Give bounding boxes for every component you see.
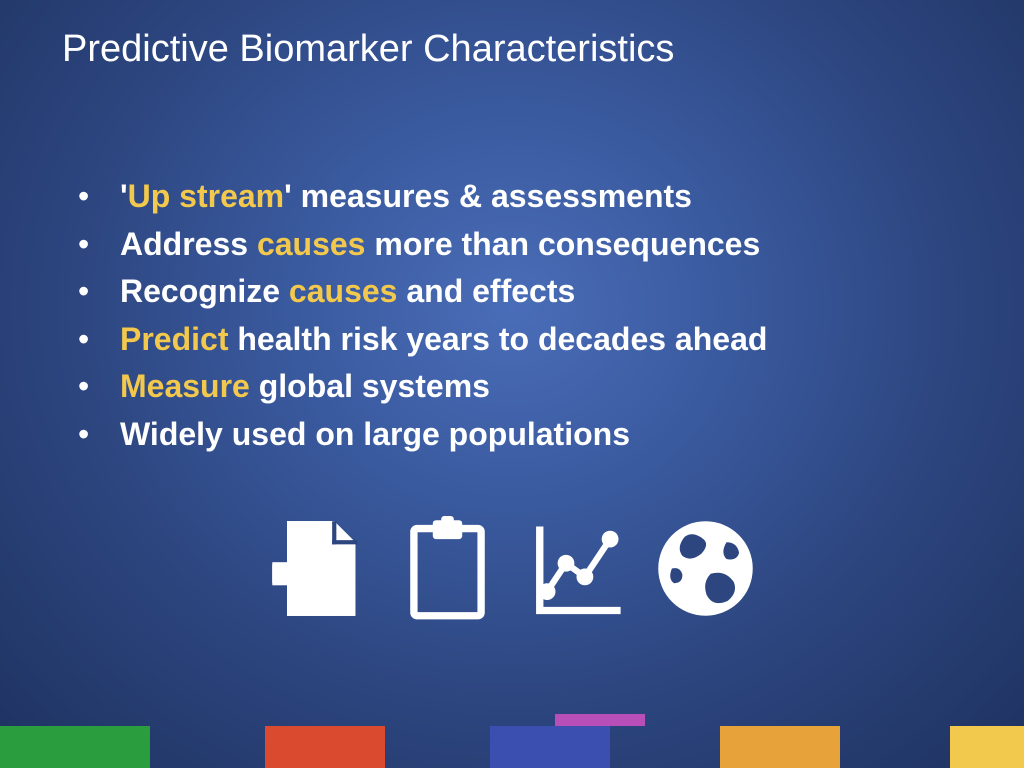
bullet-text: 'Up stream' measures & assessments — [120, 176, 692, 218]
icon-row — [0, 516, 1024, 621]
bullet-item: •Address causes more than consequences — [78, 224, 1024, 266]
footer-tab — [555, 714, 645, 726]
slide-title: Predictive Biomarker Characteristics — [0, 0, 1024, 71]
clipboard-icon — [395, 516, 500, 621]
bullet-item: •Measure global systems — [78, 366, 1024, 408]
bullet-list: •'Up stream' measures & assessments•Addr… — [0, 71, 1024, 456]
document-arrow-icon — [266, 516, 371, 621]
bullet-text: Widely used on large populations — [120, 414, 630, 456]
bullet-text: Predict health risk years to decades ahe… — [120, 319, 767, 361]
bullet-text: Recognize causes and effects — [120, 271, 575, 313]
chart-line-icon — [524, 516, 629, 621]
bullet-item: •Recognize causes and effects — [78, 271, 1024, 313]
bullet-text: Measure global systems — [120, 366, 490, 408]
bullet-text: Address causes more than consequences — [120, 224, 760, 266]
bullet-marker: • — [78, 320, 120, 358]
bullet-marker: • — [78, 177, 120, 215]
footer-color-bar — [0, 726, 1024, 768]
footer-block — [950, 726, 1024, 768]
bullet-marker: • — [78, 415, 120, 453]
bullet-marker: • — [78, 367, 120, 405]
bullet-marker: • — [78, 272, 120, 310]
bullet-item: •'Up stream' measures & assessments — [78, 176, 1024, 218]
footer-block — [265, 726, 385, 768]
footer-block — [0, 726, 150, 768]
bullet-item: •Widely used on large populations — [78, 414, 1024, 456]
bullet-item: •Predict health risk years to decades ah… — [78, 319, 1024, 361]
footer-block — [490, 726, 610, 768]
footer-block — [720, 726, 840, 768]
bullet-marker: • — [78, 225, 120, 263]
globe-icon — [653, 516, 758, 621]
